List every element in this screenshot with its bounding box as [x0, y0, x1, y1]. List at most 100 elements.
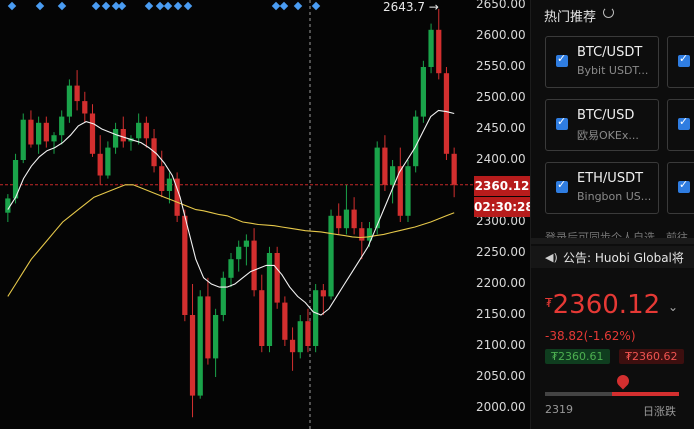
watch-card-btc-usd[interactable]: BTC/USD 欧易OKEx... [545, 99, 659, 151]
speaker-icon: ◀) [545, 251, 558, 264]
candle-body [366, 228, 373, 241]
bid-price: ₮2360.61 [545, 349, 610, 364]
refresh-icon[interactable] [603, 7, 614, 18]
event-marker-icon [57, 1, 67, 11]
announcement-bar[interactable]: ◀) 公告: Huobi Global将 [531, 246, 694, 268]
candle-body [82, 101, 88, 114]
candle-body [174, 178, 180, 216]
watch-card-partial[interactable] [667, 36, 694, 88]
notice-text: Huobi Global将 [594, 251, 684, 265]
current-price-tag: 2360.12 [474, 176, 530, 196]
event-marker-icon [183, 1, 193, 11]
candle-body [105, 147, 111, 176]
watch-card-eth-usdt[interactable]: ETH/USDT Bingbon US... [545, 162, 659, 214]
candle-body [320, 290, 326, 297]
event-marker-icon [91, 1, 101, 11]
watch-card-partial[interactable] [667, 162, 694, 214]
candle-body [243, 240, 250, 247]
candle-body [182, 215, 188, 315]
card-exchange: Bybit USDT... [577, 64, 649, 77]
event-marker-icon [35, 1, 45, 11]
event-marker-icon [271, 1, 281, 11]
candle-body [343, 209, 350, 229]
checkbox-icon[interactable] [678, 115, 690, 130]
candle-body [220, 277, 226, 315]
high-price-marker: 2643.7 → [383, 0, 439, 14]
chart-area[interactable]: 2643.7 → 2650.00 2600.00 2550.00 2500.00 245… [0, 0, 534, 429]
event-marker-icon [279, 1, 289, 11]
candle-body [197, 296, 203, 396]
watch-card-partial[interactable] [667, 99, 694, 151]
range-pin-icon [614, 372, 632, 390]
hot-recommend-title: 热门推荐 [544, 10, 597, 25]
candle-body [43, 122, 49, 142]
candle-body [351, 209, 357, 229]
event-marker-icon [293, 1, 303, 11]
y-axis-tick-label: 2500.00 [476, 90, 526, 104]
checkbox-icon[interactable] [678, 52, 690, 67]
candle-body [166, 178, 173, 191]
ask-price: ₮2360.62 [619, 349, 684, 364]
candle-body [374, 147, 380, 229]
candle-body [336, 215, 342, 229]
candle-body [205, 296, 211, 359]
y-axis-tick-label: 2300.00 [476, 214, 526, 228]
candle-body [5, 198, 11, 213]
candle-body [159, 166, 165, 191]
candle-body [251, 240, 257, 291]
candle-body [74, 85, 80, 102]
candle-body [328, 215, 334, 297]
ma-short-line [7, 109, 455, 316]
y-axis-tick-label: 2450.00 [476, 121, 526, 135]
checkbox-icon[interactable] [556, 115, 568, 130]
event-marker-icon [155, 1, 165, 11]
candle-body [436, 29, 442, 74]
checkbox-icon[interactable] [556, 178, 568, 193]
event-marker-icon [117, 1, 127, 11]
candle-body [451, 153, 457, 185]
y-axis-tick-label: 2200.00 [476, 276, 526, 290]
candle-body [97, 153, 103, 176]
divider [531, 238, 694, 244]
candle-body [143, 122, 149, 139]
chevron-down-icon[interactable]: ⌄ [668, 300, 679, 314]
candle-body [297, 321, 303, 353]
y-axis-tick-label: 2550.00 [476, 59, 526, 73]
candle-body [282, 302, 288, 340]
candle-body [189, 315, 196, 396]
candlestick-chart[interactable] [0, 0, 530, 429]
candle-body [289, 339, 296, 353]
candle-body [51, 135, 57, 142]
candle-body [59, 116, 65, 136]
checkbox-icon[interactable] [556, 52, 568, 67]
candle-body [66, 85, 73, 117]
checkbox-icon[interactable] [678, 178, 690, 193]
candle-body [112, 129, 119, 148]
candle-body [359, 228, 365, 241]
price-change: -38.82(-1.62%) [545, 329, 636, 343]
event-marker-icon [7, 1, 17, 11]
last-price: ₮2360.12 [545, 290, 660, 320]
card-exchange: 欧易OKEx... [577, 129, 639, 142]
candle-body [236, 246, 242, 260]
y-axis-tick-label: 2400.00 [476, 152, 526, 166]
candle-body [274, 253, 280, 303]
event-marker-icon [101, 1, 111, 11]
daily-range-label: 日涨跌 [643, 405, 676, 418]
ma-long-line [7, 184, 455, 297]
candle-body [212, 315, 219, 359]
candle-body [313, 290, 319, 346]
countdown-tag: 02:30:28 [474, 197, 534, 217]
right-panel: 热门推荐 BTC/USDT Bybit USDT... BTC/USD 欧易OK… [530, 0, 694, 429]
watch-card-btc-usdt[interactable]: BTC/USDT Bybit USDT... [545, 36, 659, 88]
candle-body [120, 129, 126, 142]
y-axis-tick-label: 2050.00 [476, 369, 526, 383]
candle-body [36, 122, 42, 145]
event-marker-icon [311, 1, 321, 11]
y-axis-tick-label: 2100.00 [476, 338, 526, 352]
daily-low: 2319 [545, 403, 573, 416]
candle-body [382, 147, 388, 185]
notice-label: 公告: [563, 251, 592, 265]
candle-body [266, 253, 273, 346]
y-axis-tick-label: 2000.00 [476, 400, 526, 414]
